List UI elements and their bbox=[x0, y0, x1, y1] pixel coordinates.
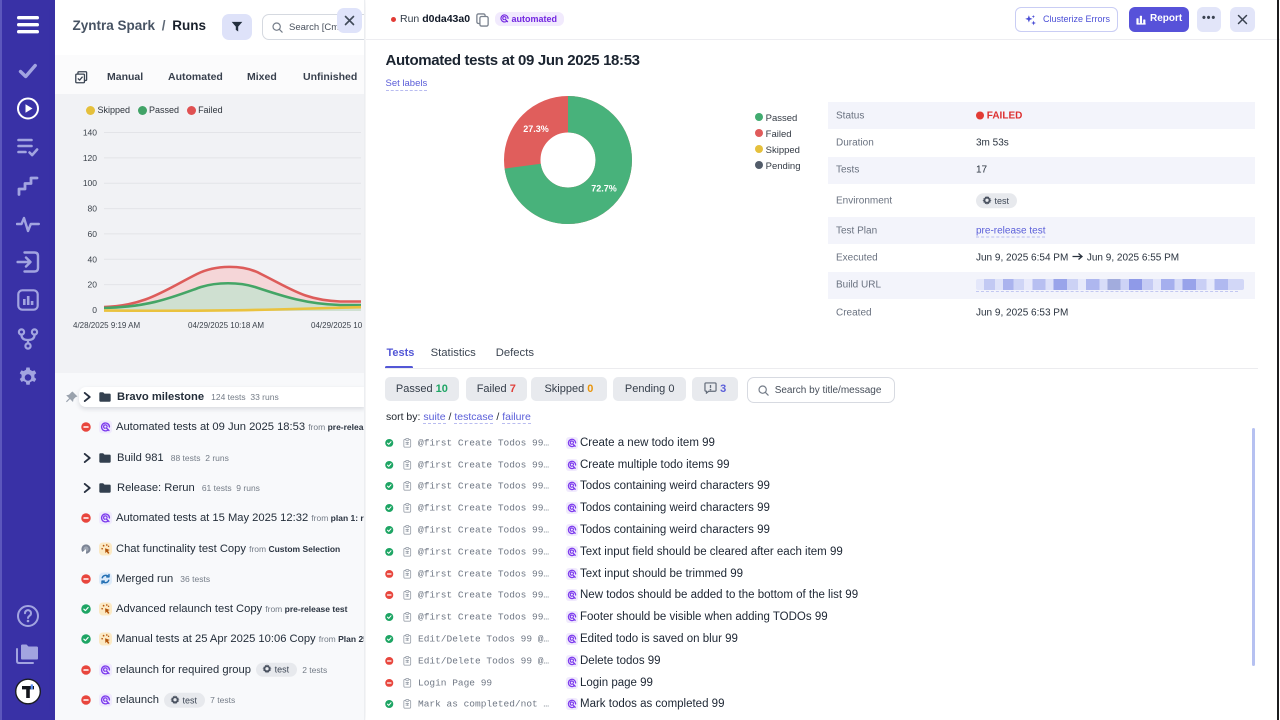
svg-text:04/29/2025 10: 04/29/2025 10 bbox=[311, 321, 363, 330]
svg-text:120: 120 bbox=[83, 153, 97, 163]
svg-text:72.7%: 72.7% bbox=[591, 184, 617, 194]
svg-text:20: 20 bbox=[88, 280, 98, 290]
svg-text:60: 60 bbox=[88, 229, 98, 239]
svg-text:4/28/2025 9:19 AM: 4/28/2025 9:19 AM bbox=[73, 321, 141, 330]
svg-text:0: 0 bbox=[92, 305, 97, 315]
svg-text:40: 40 bbox=[88, 254, 98, 264]
svg-text:100: 100 bbox=[83, 178, 97, 188]
svg-text:80: 80 bbox=[88, 204, 98, 214]
svg-text:140: 140 bbox=[83, 128, 97, 138]
svg-text:27.3%: 27.3% bbox=[523, 124, 549, 134]
svg-text:04/29/2025 10:18 AM: 04/29/2025 10:18 AM bbox=[188, 321, 264, 330]
